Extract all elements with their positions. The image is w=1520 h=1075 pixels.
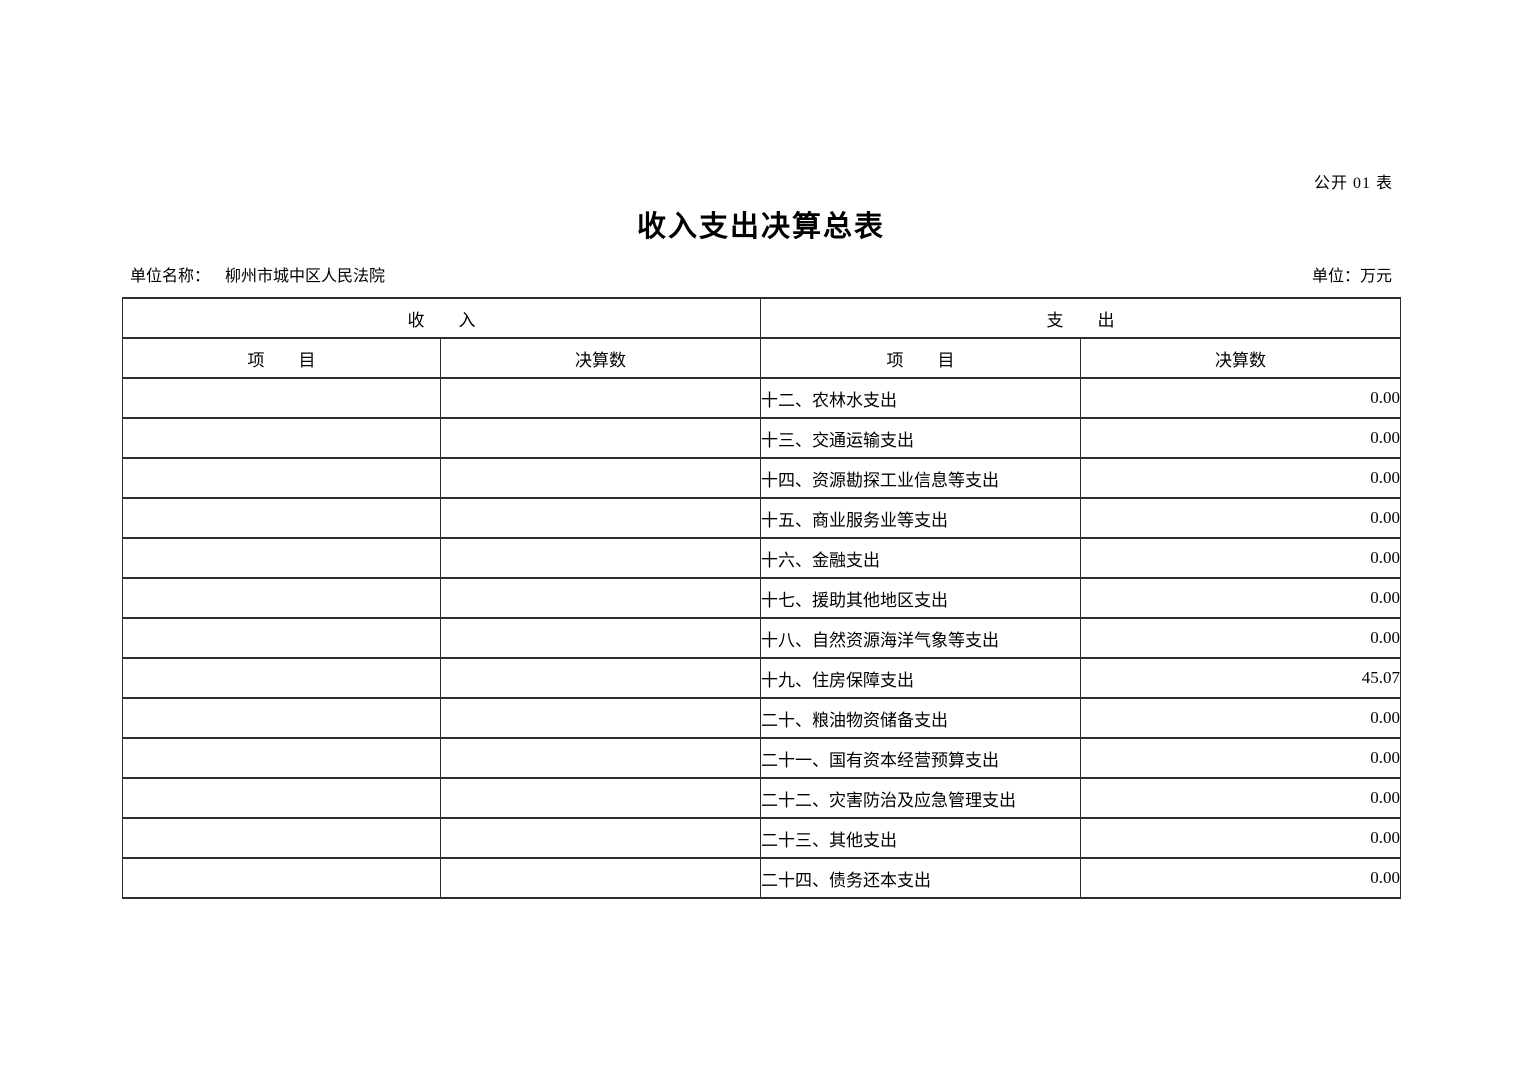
income-value-cell <box>440 817 761 859</box>
income-section-header: 收 入 <box>122 297 761 339</box>
expense-value-cell: 0.00 <box>1080 737 1401 779</box>
income-value-cell <box>440 697 761 739</box>
expense-value-cell: 0.00 <box>1080 377 1401 419</box>
income-value-cell <box>440 857 761 899</box>
expense-item-cell: 二十、粮油物资储备支出 <box>760 697 1081 739</box>
expense-value-cell: 0.00 <box>1080 457 1401 499</box>
expense-amount-column-header: 决算数 <box>1080 337 1401 379</box>
expense-item-cell: 十四、资源勘探工业信息等支出 <box>760 457 1081 499</box>
expense-value-cell: 0.00 <box>1080 417 1401 459</box>
table-row: 十七、援助其他地区支出 0.00 <box>122 577 1401 619</box>
table-row: 十六、金融支出 0.00 <box>122 537 1401 579</box>
income-value-cell <box>440 377 761 419</box>
income-value-cell <box>440 777 761 819</box>
expense-value-cell: 0.00 <box>1080 497 1401 539</box>
income-item-cell <box>122 817 441 859</box>
expense-value-cell: 0.00 <box>1080 857 1401 899</box>
table-row: 十五、商业服务业等支出 0.00 <box>122 497 1401 539</box>
expense-item-cell: 十三、交通运输支出 <box>760 417 1081 459</box>
income-item-cell <box>122 617 441 659</box>
table-row: 十八、自然资源海洋气象等支出 0.00 <box>122 617 1401 659</box>
page-title: 收入支出决算总表 <box>636 211 885 243</box>
expense-value-cell: 0.00 <box>1080 537 1401 579</box>
income-item-cell <box>122 657 441 699</box>
unit-of-measure-label: 单位：万元 <box>1311 268 1392 285</box>
doc-code-label: 公开 01 表 <box>1313 175 1393 192</box>
expense-item-column-header: 项 目 <box>760 337 1081 379</box>
expense-item-cell: 十六、金融支出 <box>760 537 1081 579</box>
income-value-cell <box>440 577 761 619</box>
expense-item-cell: 十二、农林水支出 <box>760 377 1081 419</box>
unit-name-line: 单位名称： 柳州市城中区人民法院 <box>130 267 385 287</box>
expense-item-cell: 二十四、债务还本支出 <box>760 857 1081 899</box>
income-value-cell <box>440 417 761 459</box>
income-item-cell <box>122 777 441 819</box>
income-amount-column-header: 决算数 <box>440 337 761 379</box>
expense-value-cell: 0.00 <box>1080 697 1401 739</box>
income-value-cell <box>440 457 761 499</box>
section-header-row: 收 入 支 出 <box>122 297 1401 339</box>
expense-item-cell: 二十二、灾害防治及应急管理支出 <box>760 777 1081 819</box>
income-item-cell <box>122 737 441 779</box>
income-value-cell <box>440 537 761 579</box>
expense-item-cell: 二十一、国有资本经营预算支出 <box>760 737 1081 779</box>
income-value-cell <box>440 497 761 539</box>
table-row: 十三、交通运输支出 0.00 <box>122 417 1401 459</box>
income-item-cell <box>122 457 441 499</box>
income-expense-summary-table: 收 入 支 出 项 目 决算数 项 目 决算数 十二、农林水支出 0.00 十三… <box>122 297 1401 899</box>
expense-item-cell: 十九、住房保障支出 <box>760 657 1081 699</box>
table-row: 二十二、灾害防治及应急管理支出 0.00 <box>122 777 1401 819</box>
expense-value-cell: 0.00 <box>1080 577 1401 619</box>
table-row: 二十三、其他支出 0.00 <box>122 817 1401 859</box>
unit-name-label: 单位名称： <box>130 268 211 285</box>
income-item-cell <box>122 537 441 579</box>
income-item-cell <box>122 697 441 739</box>
meta-row: 单位名称： 柳州市城中区人民法院 单位：万元 <box>130 267 1392 287</box>
expense-item-cell: 十五、商业服务业等支出 <box>760 497 1081 539</box>
table-row: 十二、农林水支出 0.00 <box>122 377 1401 419</box>
expense-item-cell: 十八、自然资源海洋气象等支出 <box>760 617 1081 659</box>
expense-value-cell: 0.00 <box>1080 817 1401 859</box>
income-value-cell <box>440 617 761 659</box>
expense-item-cell: 二十三、其他支出 <box>760 817 1081 859</box>
table-row: 二十、粮油物资储备支出 0.00 <box>122 697 1401 739</box>
table-row: 十四、资源勘探工业信息等支出 0.00 <box>122 457 1401 499</box>
income-item-cell <box>122 577 441 619</box>
expense-item-cell: 十七、援助其他地区支出 <box>760 577 1081 619</box>
expense-section-header: 支 出 <box>760 297 1401 339</box>
income-item-cell <box>122 857 441 899</box>
column-header-row: 项 目 决算数 项 目 决算数 <box>122 337 1401 379</box>
table-row: 二十一、国有资本经营预算支出 0.00 <box>122 737 1401 779</box>
income-item-cell <box>122 417 441 459</box>
income-item-cell <box>122 377 441 419</box>
expense-value-cell: 0.00 <box>1080 777 1401 819</box>
unit-name-value: 柳州市城中区人民法院 <box>225 268 386 285</box>
expense-value-cell: 0.00 <box>1080 617 1401 659</box>
table-row: 二十四、债务还本支出 0.00 <box>122 857 1401 899</box>
income-value-cell <box>440 657 761 699</box>
income-item-column-header: 项 目 <box>122 337 441 379</box>
income-item-cell <box>122 497 441 539</box>
expense-value-cell: 45.07 <box>1080 657 1401 699</box>
income-value-cell <box>440 737 761 779</box>
table-row: 十九、住房保障支出 45.07 <box>122 657 1401 699</box>
